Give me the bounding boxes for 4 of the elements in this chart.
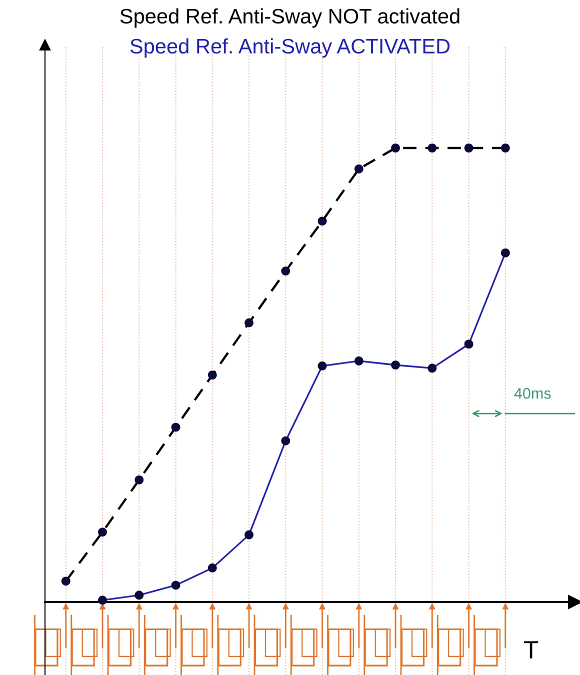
annotation: 40ms [514,388,551,399]
text: Speed Ref. Anti-Sway ACTIVATED [130,38,450,58]
text: Speed Ref. Anti-Sway NOT activated [120,8,460,28]
x-axis-title: T [524,641,538,658]
